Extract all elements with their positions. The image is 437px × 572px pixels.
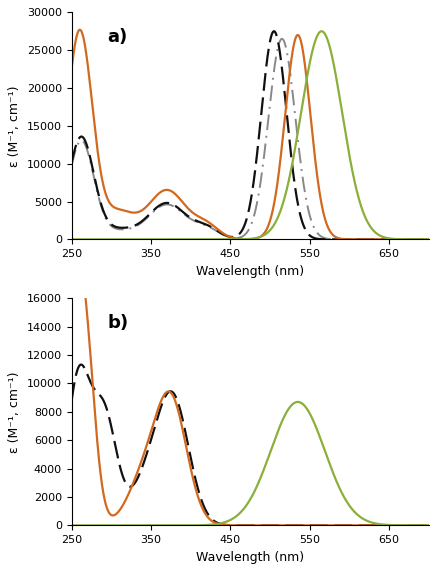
Y-axis label: ε (M⁻¹, cm⁻¹): ε (M⁻¹, cm⁻¹) [8, 371, 21, 452]
Text: b): b) [108, 314, 128, 332]
X-axis label: Wavelength (nm): Wavelength (nm) [196, 551, 304, 563]
Y-axis label: ε (M⁻¹, cm⁻¹): ε (M⁻¹, cm⁻¹) [8, 85, 21, 166]
X-axis label: Wavelength (nm): Wavelength (nm) [196, 265, 304, 277]
Text: a): a) [108, 28, 128, 46]
